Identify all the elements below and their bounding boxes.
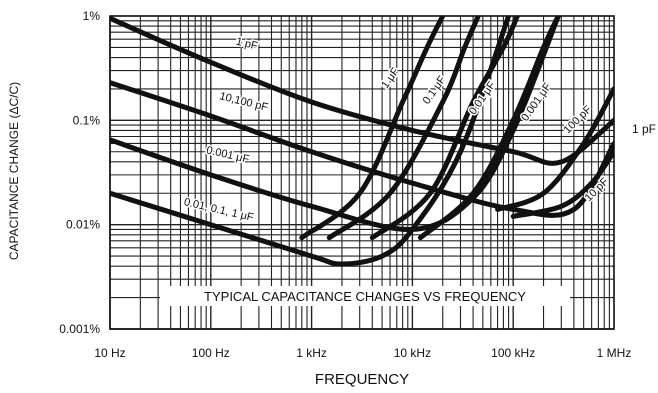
tick-labels: 10 Hz 100 Hz 1 kHz 10 kHz 100 kHz 1 MHz 1% 0.1%…	[59, 9, 631, 360]
x-tick-label: 100 kHz	[491, 346, 535, 360]
series-end-label: 1 pF	[632, 122, 656, 136]
y-tick-label: 0.1%	[73, 113, 101, 127]
x-tick-label: 1 MHz	[597, 346, 632, 360]
y-tick-label: 0.01%	[66, 218, 100, 232]
series-line-0	[110, 16, 614, 166]
y-axis-label: CAPACITANCE CHANGE (ΔC/C)	[7, 82, 21, 260]
series-line-9	[510, 149, 614, 219]
x-axis-label: FREQUENCY	[315, 371, 409, 388]
x-tick-label: 10 Hz	[94, 346, 125, 360]
y-tick-label: 1%	[83, 9, 101, 23]
series-line-5	[326, 16, 481, 241]
plot-frame	[109, 15, 615, 330]
plot-background	[110, 16, 614, 329]
x-tick-label: 100 Hz	[192, 346, 230, 360]
x-tick-label: 10 kHz	[394, 346, 431, 360]
series-group	[110, 16, 614, 267]
series-line-6	[369, 16, 520, 241]
x-tick-label: 1 kHz	[296, 346, 327, 360]
series-line-2	[110, 16, 561, 232]
series-line-1	[110, 80, 614, 218]
series-line-8	[495, 86, 614, 212]
series-line-4	[299, 16, 446, 241]
series-line-3	[110, 16, 512, 267]
chart-title: TYPICAL CAPACITANCE CHANGES VS FREQUENCY	[204, 289, 526, 304]
title-background	[160, 286, 570, 306]
series-line-7	[417, 16, 561, 241]
y-tick-label: 0.001%	[59, 322, 100, 336]
